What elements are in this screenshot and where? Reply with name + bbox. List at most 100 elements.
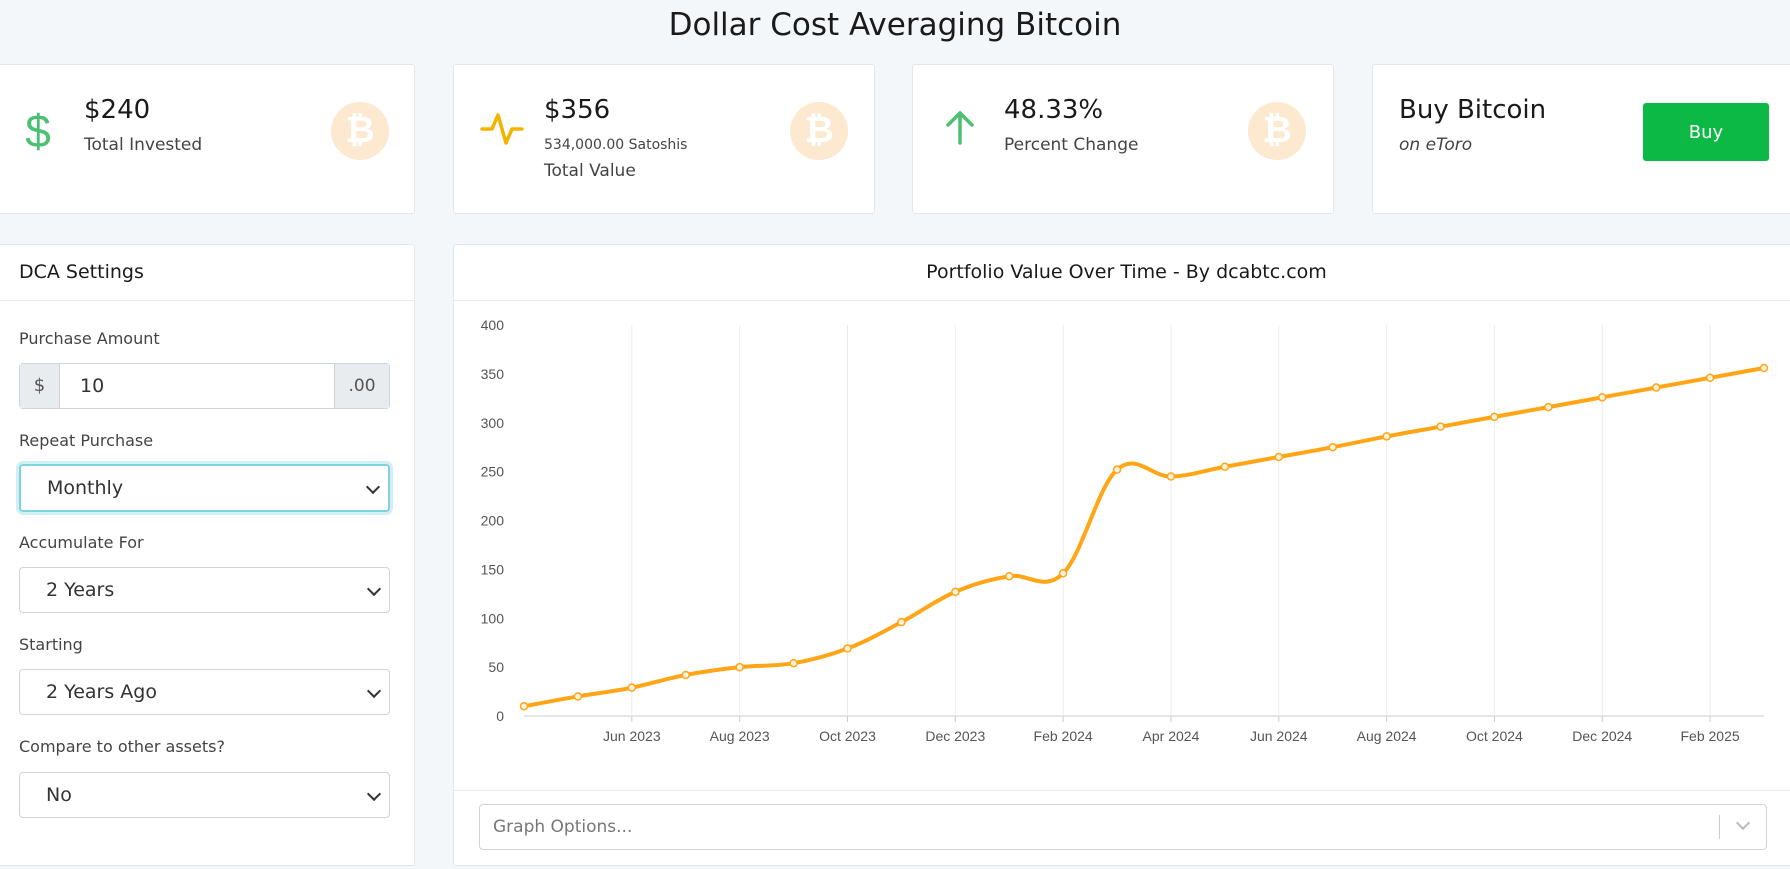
graph-options-select[interactable]: Graph Options... [479,804,1767,850]
currency-prefix: $ [20,364,60,408]
chevron-down-icon [366,683,382,699]
data-point [1112,465,1122,474]
dca-settings-panel: DCA Settings Purchase Amount $ .00 Repea… [0,244,415,866]
starting-value: 2 Years Ago [46,681,157,703]
x-tick-label: Oct 2023 [819,728,876,744]
chevron-down-icon [366,581,382,597]
buy-bitcoin-subtitle: on eToro [1399,135,1473,155]
x-tick-label: Dec 2023 [925,728,985,744]
total-invested-value: $240 [84,95,151,125]
buy-button[interactable]: Buy [1643,103,1769,161]
percent-change-card: 48.33% Percent Change ₿ [912,64,1334,214]
starting-select[interactable]: 2 Years Ago [19,669,390,715]
data-point [1705,373,1715,383]
chevron-down-icon [1735,815,1751,831]
total-value-value: $356 [544,95,611,125]
y-tick-label: 250 [481,464,505,480]
y-tick-label: 300 [481,415,505,431]
y-tick-label: 350 [481,366,505,382]
bitcoin-icon: ₿ [790,102,848,160]
data-point [789,658,798,668]
x-tick-label: Jun 2023 [603,728,661,744]
total-invested-card: $ $240 Total Invested ₿ [0,64,415,214]
repeat-purchase-select[interactable]: Monthly [19,464,390,512]
x-tick-label: Dec 2024 [1572,728,1632,744]
arrow-up-icon [946,111,974,145]
data-point [897,617,906,627]
repeat-purchase-label: Repeat Purchase [19,431,154,450]
y-tick-label: 100 [481,610,505,626]
chevron-down-icon [366,786,382,802]
data-point [1759,363,1769,373]
data-point [1058,569,1068,578]
chart-header: Portfolio Value Over Time - By dcabtc.co… [454,245,1790,301]
data-point [681,670,690,680]
data-point [519,701,529,711]
data-point [1436,422,1445,431]
data-point [1544,402,1553,412]
data-point [1220,462,1230,471]
dollar-icon: $ [25,105,51,153]
buy-bitcoin-title: Buy Bitcoin [1399,95,1547,125]
y-tick-label: 400 [481,317,505,333]
y-tick-label: 150 [481,561,505,577]
x-tick-label: Feb 2025 [1681,728,1740,744]
accumulate-for-value: 2 Years [46,579,115,601]
chart-panel: Portfolio Value Over Time - By dcabtc.co… [453,244,1790,866]
data-point [1166,472,1176,481]
chart-title: Portfolio Value Over Time - By dcabtc.co… [926,261,1327,283]
starting-label: Starting [19,635,83,654]
purchase-amount-input[interactable] [60,364,336,408]
data-point [1004,571,1014,581]
accumulate-for-select[interactable]: 2 Years [19,567,390,613]
total-invested-label: Total Invested [84,135,203,155]
graph-options-placeholder: Graph Options... [493,817,633,837]
compare-label: Compare to other assets? [19,737,225,756]
data-point [573,692,583,701]
compare-value: No [46,784,72,806]
percent-change-value: 48.33% [1004,95,1104,125]
data-point [951,587,960,597]
data-point [1382,432,1391,441]
data-point [627,683,637,692]
data-point [843,644,852,653]
x-tick-label: Aug 2024 [1357,728,1417,744]
x-tick-label: Oct 2024 [1466,728,1523,744]
y-tick-label: 50 [488,659,504,675]
pulse-icon [480,113,524,145]
data-point [1328,442,1337,452]
data-point [1598,393,1607,402]
data-point [1651,383,1661,392]
data-point [1490,412,1499,422]
satoshis-value: 534,000.00 Satoshis [544,137,688,153]
purchase-amount-label: Purchase Amount [19,329,160,348]
bitcoin-icon: ₿ [331,102,389,160]
buy-bitcoin-card: Buy Bitcoin on eToro Buy [1372,64,1790,214]
dca-settings-header: DCA Settings [0,245,414,301]
chart-divider [454,790,1790,791]
svg-text:$: $ [25,105,51,153]
cents-suffix: .00 [334,364,389,408]
page-title: Dollar Cost Averaging Bitcoin [668,7,1122,43]
accumulate-for-label: Accumulate For [19,533,144,552]
repeat-purchase-value: Monthly [47,477,124,499]
compare-select[interactable]: No [19,772,390,818]
graph-options-separator [1719,815,1720,839]
portfolio-value-line [522,366,1766,709]
bitcoin-icon: ₿ [1248,102,1306,160]
purchase-amount-group: $ .00 [19,363,390,409]
x-tick-label: Jun 2024 [1250,728,1308,744]
portfolio-chart: 0 50 100 150 200 250 300 350 400 Jun 2023 Aug 2023… [481,317,1769,744]
chevron-down-icon [365,479,381,495]
y-tick-label: 0 [496,708,504,724]
data-point [1274,452,1284,462]
x-tick-label: Apr 2024 [1143,728,1200,744]
total-value-card: $356 534,000.00 Satoshis Total Value ₿ [453,64,875,214]
x-tick-label: Aug 2023 [710,728,770,744]
total-value-label: Total Value [544,161,636,181]
dca-settings-title: DCA Settings [19,261,144,283]
data-point [735,662,744,672]
y-tick-label: 200 [481,513,505,529]
percent-change-label: Percent Change [1004,135,1139,155]
x-tick-label: Feb 2024 [1034,728,1093,744]
